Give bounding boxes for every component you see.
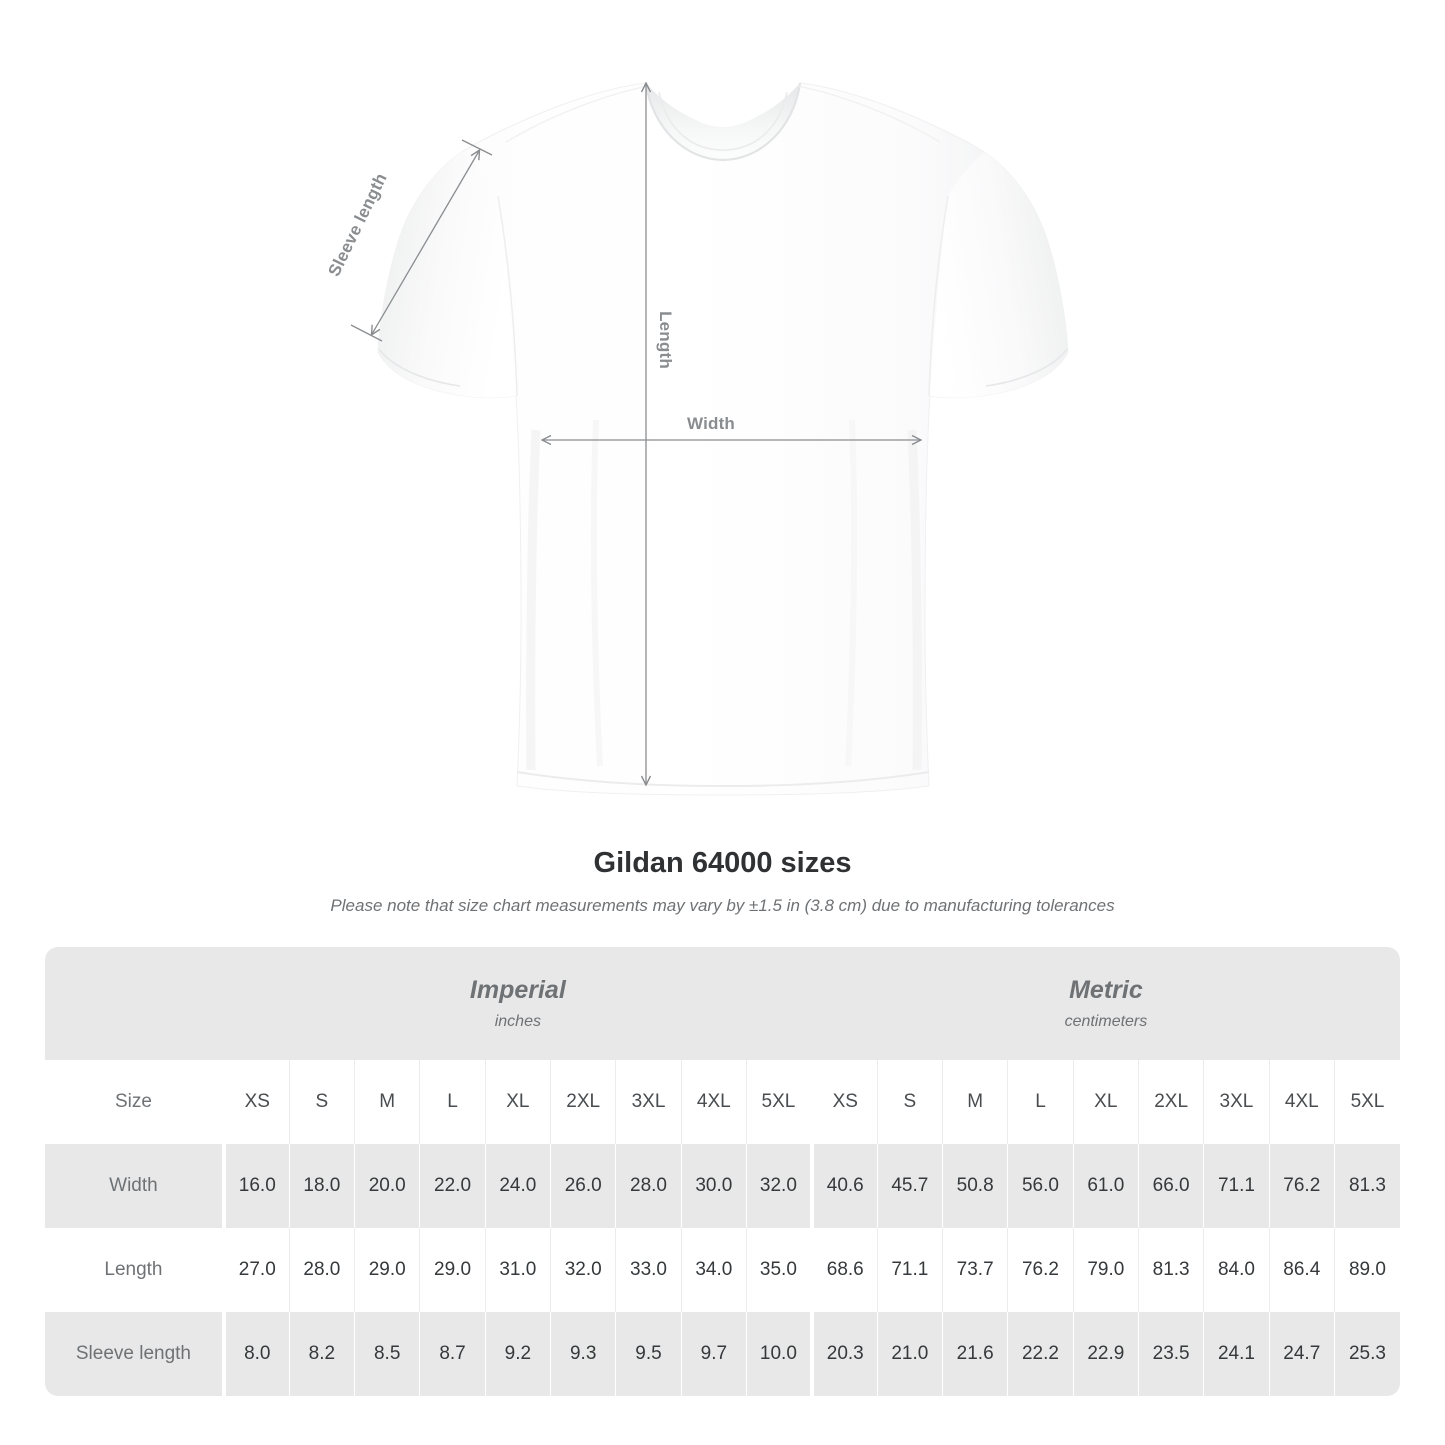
cell-sleeve-length-metric-xl: 22.9: [1072, 1312, 1139, 1396]
cell-sleeve-length-imperial-5xl: 10.0: [745, 1312, 812, 1396]
cell-width-imperial-4xl: 30.0: [680, 1144, 747, 1228]
size-header-imperial-m: M: [354, 1060, 420, 1144]
unit-system-name: Metric: [1069, 976, 1143, 1005]
row-header-size: Size: [45, 1060, 224, 1144]
size-header-imperial-xs: XS: [221, 1060, 290, 1144]
cell-sleeve-length-imperial-m: 8.5: [354, 1312, 420, 1396]
cell-length-imperial-3xl: 33.0: [615, 1228, 682, 1312]
size-header-imperial-s: S: [288, 1060, 355, 1144]
cell-length-imperial-5xl: 35.0: [745, 1228, 812, 1312]
size-header-metric-5xl: 5XL: [1333, 1060, 1400, 1144]
size-header-row: Size XS S M L XL 2XL 3XL 4XL 5XL XS S M L XL 2XL 3XL 4XL 5…: [45, 1060, 1400, 1144]
cell-sleeve-length-imperial-s: 8.2: [288, 1312, 355, 1396]
size-header-metric-m: M: [941, 1060, 1008, 1144]
cell-length-metric-4xl: 86.4: [1268, 1228, 1335, 1312]
cell-sleeve-length-imperial-xs: 8.0: [221, 1312, 290, 1396]
cell-sleeve-length-imperial-2xl: 9.3: [550, 1312, 616, 1396]
cell-length-imperial-4xl: 34.0: [680, 1228, 747, 1312]
sleeve-length-dimension: [350, 139, 493, 342]
unit-system-header-row: Imperial inches Metric centimeters: [45, 947, 1400, 1060]
size-header-metric-3xl: 3XL: [1203, 1060, 1270, 1144]
cell-length-metric-xs: 68.6: [809, 1228, 878, 1312]
tshirt-shape: [377, 82, 1069, 796]
row-header-length: Length: [45, 1228, 224, 1312]
cell-length-metric-3xl: 84.0: [1203, 1228, 1270, 1312]
unit-header-imperial: Imperial inches: [223, 947, 812, 1060]
cell-sleeve-length-imperial-3xl: 9.5: [615, 1312, 682, 1396]
cell-width-imperial-s: 18.0: [288, 1144, 355, 1228]
cell-sleeve-length-metric-4xl: 24.7: [1268, 1312, 1335, 1396]
size-header-imperial-5xl: 5XL: [745, 1060, 812, 1144]
size-header-metric-2xl: 2XL: [1137, 1060, 1204, 1144]
size-header-metric-xl: XL: [1072, 1060, 1139, 1144]
size-header-imperial-3xl: 3XL: [615, 1060, 682, 1144]
row-header-sleeve-length: Sleeve length: [45, 1312, 224, 1396]
cell-length-imperial-xl: 31.0: [484, 1228, 551, 1312]
cell-sleeve-length-metric-m: 21.6: [941, 1312, 1008, 1396]
cell-width-imperial-2xl: 26.0: [550, 1144, 616, 1228]
tshirt-measurement-diagram: Sleeve length Length Width: [324, 0, 1069, 796]
cell-length-imperial-l: 29.0: [419, 1228, 486, 1312]
cell-length-metric-l: 76.2: [1007, 1228, 1074, 1312]
cell-length-metric-2xl: 81.3: [1137, 1228, 1204, 1312]
table-row: Length 27.0 28.0 29.0 29.0 31.0 32.0 33.0 34.0 35…: [45, 1228, 1400, 1312]
cell-width-metric-xl: 61.0: [1072, 1144, 1139, 1228]
cell-sleeve-length-metric-s: 21.0: [876, 1312, 943, 1396]
unit-system-name: Imperial: [469, 976, 566, 1005]
cell-length-metric-xl: 79.0: [1072, 1228, 1139, 1312]
cell-width-metric-s: 45.7: [876, 1144, 943, 1228]
cell-length-metric-m: 73.7: [941, 1228, 1008, 1312]
cell-width-metric-2xl: 66.0: [1137, 1144, 1204, 1228]
size-header-imperial-4xl: 4XL: [680, 1060, 747, 1144]
title-block: Gildan 64000 sizes Please note that size…: [0, 845, 1445, 917]
unit-row-spacer: [45, 947, 224, 1060]
cell-length-metric-5xl: 89.0: [1333, 1228, 1400, 1312]
size-header-metric-s: S: [876, 1060, 943, 1144]
cell-width-imperial-xs: 16.0: [221, 1144, 290, 1228]
size-header-metric-l: L: [1007, 1060, 1074, 1144]
cell-width-metric-5xl: 81.3: [1333, 1144, 1400, 1228]
cell-sleeve-length-metric-2xl: 23.5: [1137, 1312, 1204, 1396]
cell-width-imperial-m: 20.0: [354, 1144, 420, 1228]
cell-sleeve-length-imperial-l: 8.7: [419, 1312, 486, 1396]
cell-width-imperial-xl: 24.0: [484, 1144, 551, 1228]
size-header-imperial-2xl: 2XL: [550, 1060, 616, 1144]
cell-width-metric-l: 56.0: [1007, 1144, 1074, 1228]
cell-sleeve-length-metric-l: 22.2: [1007, 1312, 1074, 1396]
tolerance-note: Please note that size chart measurements…: [330, 896, 1115, 916]
cell-width-metric-4xl: 76.2: [1268, 1144, 1335, 1228]
cell-sleeve-length-metric-5xl: 25.3: [1333, 1312, 1400, 1396]
size-chart-table-wrapper: Imperial inches Metric centimeters Size XS S M L…: [45, 947, 1400, 1396]
unit-header-metric: Metric centimeters: [811, 947, 1400, 1060]
size-header-metric-4xl: 4XL: [1268, 1060, 1335, 1144]
size-header-imperial-l: L: [419, 1060, 486, 1144]
cell-width-metric-3xl: 71.1: [1203, 1144, 1270, 1228]
unit-measure-name: centimeters: [1064, 1013, 1148, 1031]
cell-width-metric-xs: 40.6: [809, 1144, 878, 1228]
cell-sleeve-length-metric-xs: 20.3: [809, 1312, 878, 1396]
cell-width-imperial-l: 22.0: [419, 1144, 486, 1228]
unit-measure-name: inches: [494, 1013, 541, 1031]
cell-length-imperial-s: 28.0: [288, 1228, 355, 1312]
size-header-imperial-xl: XL: [484, 1060, 551, 1144]
cell-width-metric-m: 50.8: [941, 1144, 1008, 1228]
cell-length-imperial-2xl: 32.0: [550, 1228, 616, 1312]
row-header-width: Width: [45, 1144, 224, 1228]
table-row: Sleeve length 8.0 8.2 8.5 8.7 9.2 9.3 9.5 9.7 10.…: [45, 1312, 1400, 1396]
cell-length-imperial-m: 29.0: [354, 1228, 420, 1312]
cell-width-imperial-3xl: 28.0: [615, 1144, 682, 1228]
page-title: Gildan 64000 sizes: [593, 847, 852, 879]
cell-sleeve-length-imperial-xl: 9.2: [484, 1312, 551, 1396]
cell-sleeve-length-metric-3xl: 24.1: [1203, 1312, 1270, 1396]
cell-length-metric-s: 71.1: [876, 1228, 943, 1312]
table-row: Width 16.0 18.0 20.0 22.0 24.0 26.0 28.0 30.0 32.…: [45, 1144, 1400, 1228]
size-chart-table: Imperial inches Metric centimeters Size XS S M L…: [45, 947, 1400, 1396]
cell-sleeve-length-imperial-4xl: 9.7: [680, 1312, 747, 1396]
size-header-metric-xs: XS: [809, 1060, 878, 1144]
cell-width-imperial-5xl: 32.0: [745, 1144, 812, 1228]
cell-length-imperial-xs: 27.0: [221, 1228, 290, 1312]
